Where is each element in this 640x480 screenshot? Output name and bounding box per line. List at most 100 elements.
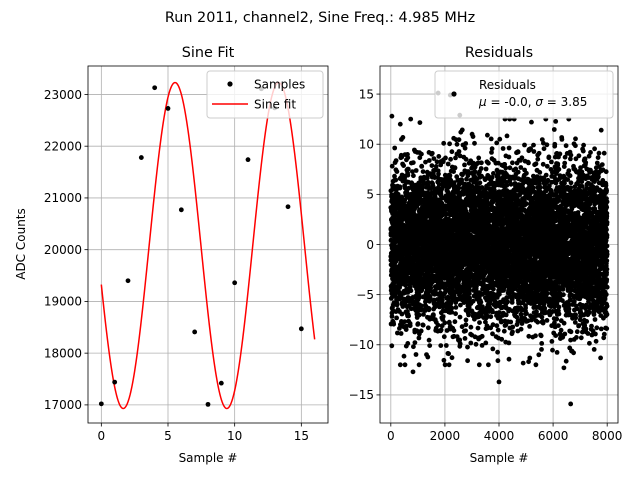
residual-point	[426, 306, 432, 311]
residuals-plot-area	[388, 90, 610, 407]
sine-fit-axes-frame	[87, 65, 329, 424]
residuals-ytick-label: 15	[359, 87, 374, 101]
residual-point	[486, 362, 491, 368]
residual-point	[478, 299, 484, 305]
residual-point	[456, 149, 462, 154]
residual-point	[489, 146, 495, 152]
residual-point	[394, 302, 400, 308]
residuals-ytick-label: −10	[349, 338, 374, 352]
residual-point	[510, 160, 515, 166]
residual-point	[476, 155, 482, 161]
residual-point	[436, 171, 441, 177]
sine-fit-ytick-label: 19000	[44, 295, 82, 309]
residual-point	[495, 349, 500, 355]
residual-point	[416, 335, 422, 341]
residual-point	[503, 165, 509, 171]
residual-point	[423, 159, 428, 165]
residual-point	[468, 340, 474, 346]
residual-point	[495, 327, 501, 333]
sine-fit-plot-area	[98, 81, 316, 410]
residual-point	[425, 179, 431, 185]
legend-samples-marker	[227, 81, 233, 87]
residual-point	[393, 177, 399, 183]
residual-point	[449, 149, 455, 155]
residual-point	[478, 166, 484, 171]
residual-point	[515, 149, 521, 155]
residual-point	[403, 327, 409, 332]
residual-point	[515, 169, 521, 175]
residual-point	[490, 346, 496, 352]
residual-point	[518, 326, 524, 332]
sine-fit-xtick-label: 10	[227, 429, 242, 443]
residual-point	[394, 315, 399, 321]
sine-fit-xtick-label: 15	[294, 429, 309, 443]
sample-point	[125, 278, 131, 284]
residual-point	[398, 331, 404, 336]
sine-fit-ytick-label: 21000	[44, 191, 82, 205]
residual-point	[442, 320, 448, 326]
residual-point	[463, 317, 469, 323]
sine-fit-ytick-label: 20000	[44, 243, 82, 257]
residual-point	[415, 321, 421, 327]
sample-point	[245, 157, 251, 163]
residual-point	[406, 313, 411, 319]
sample-point	[192, 329, 198, 335]
sine-fit-ticks: 0 5 10 151700018000190002000021000220002300…	[44, 88, 309, 443]
residuals-xtick-label: 0	[387, 429, 395, 443]
residual-point	[463, 156, 469, 162]
residuals-xtick-label: 2000	[430, 429, 461, 443]
sine-fit-legend: Samples Sine fit	[206, 70, 324, 119]
sine-fit-title: Sine Fit	[182, 45, 235, 61]
residual-point	[449, 355, 455, 361]
residual-point	[485, 132, 490, 138]
residual-point	[407, 323, 413, 329]
residual-point	[457, 314, 463, 320]
residual-point	[510, 324, 516, 330]
sample-point	[98, 401, 104, 407]
residual-point	[413, 168, 419, 173]
residual-point	[413, 352, 419, 357]
residual-point	[389, 314, 395, 319]
residual-point	[411, 173, 416, 179]
residual-point	[466, 312, 471, 318]
sine-fit-xlabel: Sample #	[179, 451, 238, 465]
residual-point	[500, 146, 506, 151]
residual-point	[408, 116, 414, 122]
residuals-ytick-label: −15	[349, 388, 374, 402]
residual-point	[470, 134, 476, 140]
residual-point	[447, 141, 452, 147]
residual-point	[465, 358, 470, 364]
residuals-xtick-label: 8000	[592, 429, 623, 443]
residual-point	[416, 295, 422, 300]
legend-sine-fit-label: Sine fit	[254, 98, 296, 112]
residual-point	[441, 140, 447, 146]
sample-point	[298, 326, 304, 332]
residual-point	[446, 362, 452, 368]
residuals-ytick-label: −5	[356, 288, 374, 302]
sine-fit-ylabel: ADC Counts	[14, 208, 28, 280]
residual-point	[443, 155, 448, 161]
residual-point	[429, 150, 435, 156]
residual-point	[395, 191, 401, 197]
residual-point	[421, 312, 426, 317]
residual-point	[488, 314, 494, 320]
residuals-ytick-label: 5	[366, 188, 374, 202]
residual-point	[431, 156, 437, 162]
residual-point	[419, 151, 424, 157]
residual-point	[489, 175, 495, 180]
residual-point	[426, 158, 432, 163]
residual-point	[417, 155, 423, 161]
residual-point	[463, 141, 469, 146]
residual-point	[395, 330, 400, 336]
residual-point	[392, 145, 398, 151]
sine-fit-xtick-label: 5	[164, 429, 172, 443]
sine-fit-curve	[100, 81, 316, 410]
residual-point	[463, 322, 469, 328]
residual-point	[438, 343, 444, 348]
residual-point	[440, 314, 446, 319]
residual-point	[506, 340, 512, 346]
residual-point	[389, 163, 395, 169]
residual-point	[495, 358, 501, 364]
residual-point	[510, 329, 515, 335]
